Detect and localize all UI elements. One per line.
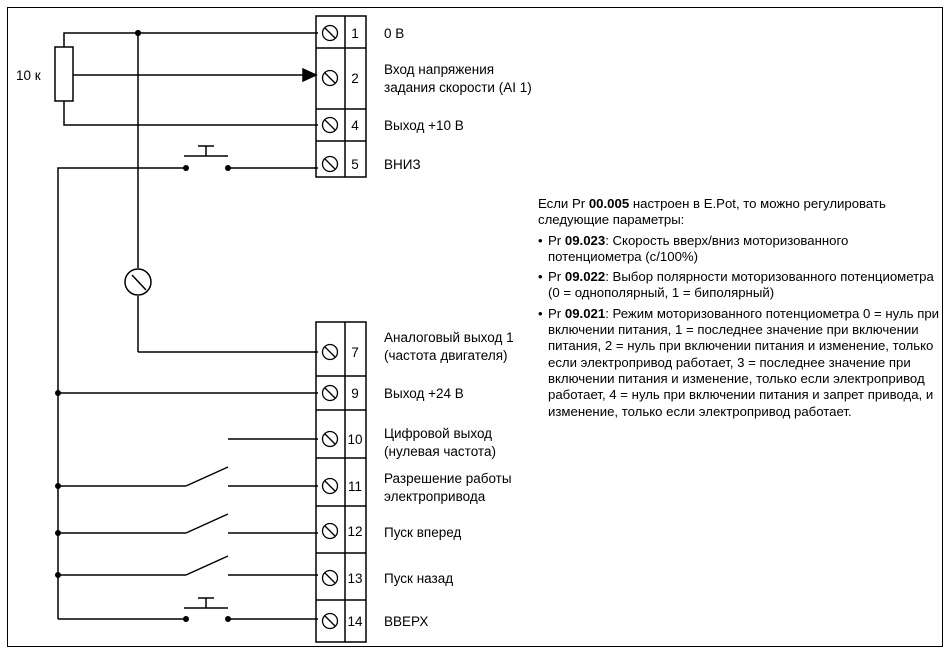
parameter-note: Если Pr 00.005 настроен в E.Pot, то можн…	[538, 196, 943, 420]
screw-icon-5	[321, 155, 339, 173]
terminal-label-12: Пуск вперед	[384, 525, 462, 540]
meter-symbol	[124, 268, 152, 296]
terminal-number: 12	[347, 524, 362, 539]
terminal-number: 11	[348, 479, 362, 494]
note-intro: Если Pr 00.005 настроен в E.Pot, то можн…	[538, 196, 886, 228]
note-item: Pr 09.021: Режим моторизованного потенци…	[538, 306, 943, 420]
terminal-block-upper	[315, 15, 367, 178]
screw-icon-2	[321, 69, 339, 87]
terminal-label-10-line2: (нулевая частота)	[384, 444, 496, 459]
terminal-label-2-line1: Вход напряжения	[384, 62, 495, 77]
terminal-number: 5	[351, 157, 359, 172]
terminal-label-10-line1: Цифровой выход	[384, 426, 493, 441]
terminal-block-lower	[315, 321, 367, 643]
potentiometer-resistor	[54, 46, 74, 102]
note-item: Pr 09.022: Выбор полярности моторизованн…	[538, 269, 943, 302]
terminal-number: 10	[347, 432, 362, 447]
terminal-number: 9	[351, 386, 359, 401]
terminal-label-2-line2: задания скорости (AI 1)	[384, 80, 532, 95]
terminal-label-1: 0 В	[384, 26, 405, 41]
terminal-label-7-line1: Аналоговый выход 1	[384, 330, 514, 345]
terminal-label-14: ВВЕРХ	[384, 614, 429, 629]
screw-icon-14	[321, 612, 339, 630]
screw-icon-1	[321, 24, 339, 42]
terminal-number: 2	[351, 71, 359, 86]
terminal-number: 1	[351, 26, 359, 41]
screw-icon-13	[321, 569, 339, 587]
screw-icon-12	[321, 522, 339, 540]
terminal-number: 4	[351, 118, 359, 133]
terminal-label-7-line2: (частота двигателя)	[384, 348, 508, 363]
terminal-label-4: Выход +10 В	[384, 118, 464, 133]
terminal-label-5: ВНИЗ	[384, 157, 421, 172]
screw-icon-9	[321, 384, 339, 402]
terminal-number: 7	[351, 345, 359, 360]
resistor-label: 10 к	[16, 68, 41, 83]
screw-icon-11	[321, 477, 339, 495]
terminal-number: 14	[347, 614, 363, 629]
screw-icon-4	[321, 116, 339, 134]
screw-icon-7	[321, 343, 339, 361]
screw-icon-10	[321, 430, 339, 448]
terminal-label-13: Пуск назад	[384, 571, 454, 586]
terminal-number: 13	[347, 571, 362, 586]
note-item: Pr 09.023: Скорость вверх/вниз моторизов…	[538, 233, 943, 266]
terminal-label-11-line1: Разрешение работы	[384, 471, 512, 486]
terminal-label-9: Выход +24 В	[384, 386, 464, 401]
terminal-label-11-line2: электропривода	[384, 489, 486, 504]
